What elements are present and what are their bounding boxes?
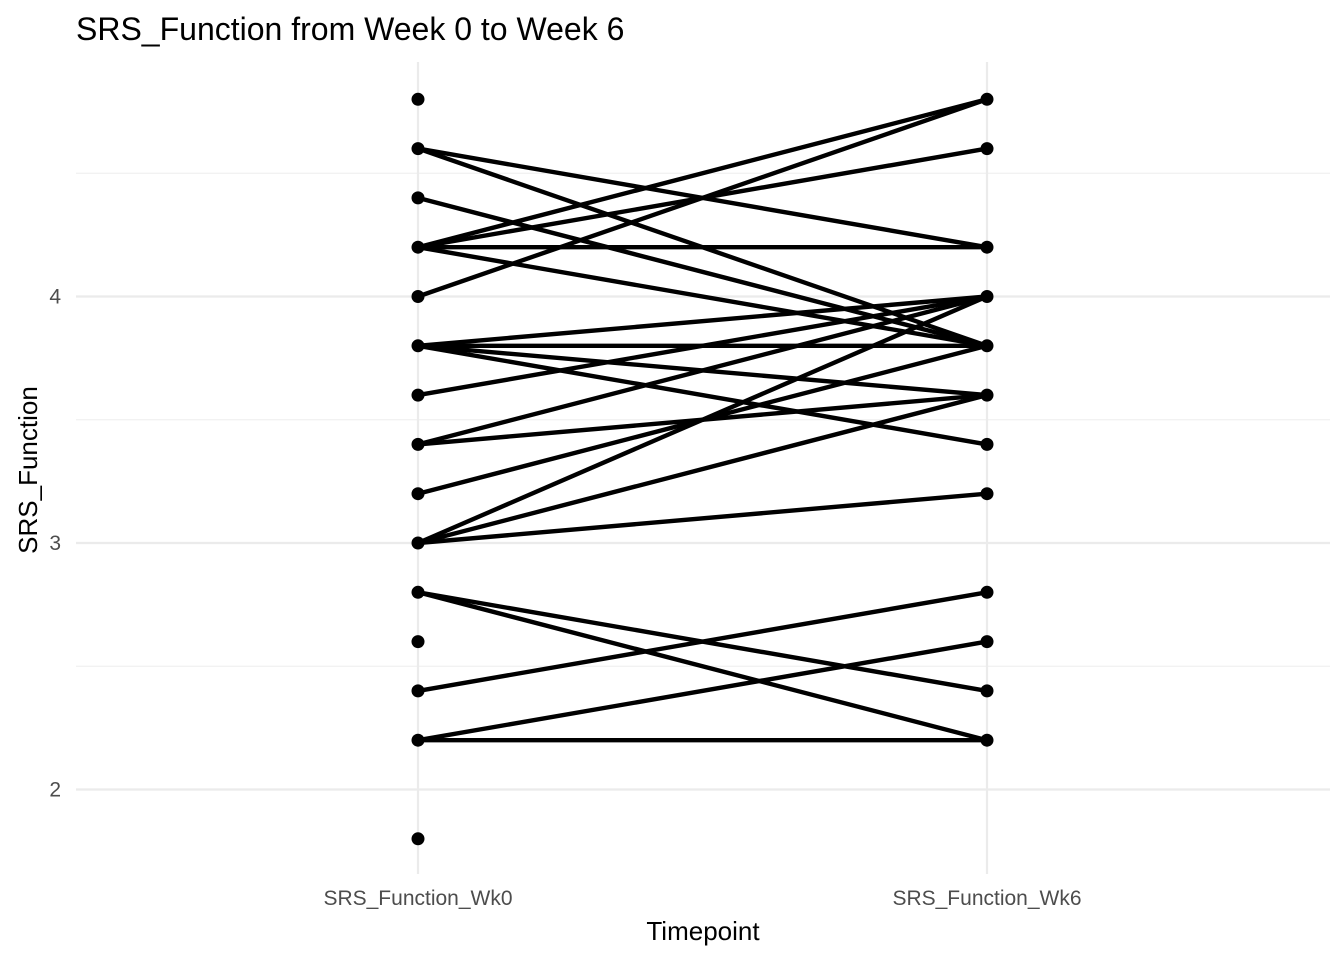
series-line-18 xyxy=(417,392,988,546)
series-line-14 xyxy=(417,294,988,447)
y-tick-label: 2 xyxy=(49,779,61,802)
data-point xyxy=(980,240,994,254)
series-line-9 xyxy=(417,294,988,348)
data-point xyxy=(411,585,425,599)
x-axis-ticks: SRS_Function_Wk0 SRS_Function_Wk6 xyxy=(323,887,1081,910)
data-point xyxy=(980,339,994,353)
x-axis-title: Timepoint xyxy=(646,916,760,946)
x-tick-label: SRS_Function_Wk0 xyxy=(323,887,512,910)
data-point xyxy=(411,437,425,451)
data-point xyxy=(411,290,425,303)
data-point xyxy=(980,684,994,698)
data-point xyxy=(411,733,425,747)
data-point xyxy=(411,388,425,402)
data-point xyxy=(980,733,994,747)
series-line-19 xyxy=(417,491,988,546)
data-point xyxy=(980,585,994,599)
data-point xyxy=(980,388,994,402)
data-point xyxy=(411,142,425,156)
data-point xyxy=(411,339,425,353)
y-tick-label: 4 xyxy=(49,286,61,309)
x-tick-label: SRS_Function_Wk6 xyxy=(892,887,1081,910)
y-axis-title: SRS_Function xyxy=(13,386,43,554)
data-point xyxy=(411,635,425,649)
data-point xyxy=(411,191,425,205)
series-line-21 xyxy=(417,590,988,743)
y-axis-ticks: 2 3 4 xyxy=(49,286,61,802)
series-line-3 xyxy=(417,195,988,348)
data-point xyxy=(980,437,994,451)
data-point xyxy=(411,536,425,550)
data-point xyxy=(980,92,994,106)
series-line-4 xyxy=(417,97,988,250)
chart-title: SRS_Function from Week 0 to Week 6 xyxy=(76,11,624,47)
data-point xyxy=(411,684,425,698)
series-line-8 xyxy=(417,97,988,299)
series-line-23 xyxy=(417,639,988,743)
y-tick-label: 3 xyxy=(49,532,61,555)
data-point xyxy=(980,487,994,501)
series-lines xyxy=(417,97,988,743)
data-point xyxy=(411,240,425,254)
data-point xyxy=(411,92,425,106)
data-point xyxy=(980,635,994,649)
series-line-13 xyxy=(417,294,988,398)
data-point xyxy=(411,832,425,846)
data-point xyxy=(980,142,994,156)
data-point xyxy=(411,487,425,501)
series-line-17 xyxy=(417,294,988,546)
series-line-22 xyxy=(417,590,988,694)
data-point xyxy=(980,290,994,303)
series-line-12 xyxy=(417,343,988,447)
data-points xyxy=(411,92,994,846)
